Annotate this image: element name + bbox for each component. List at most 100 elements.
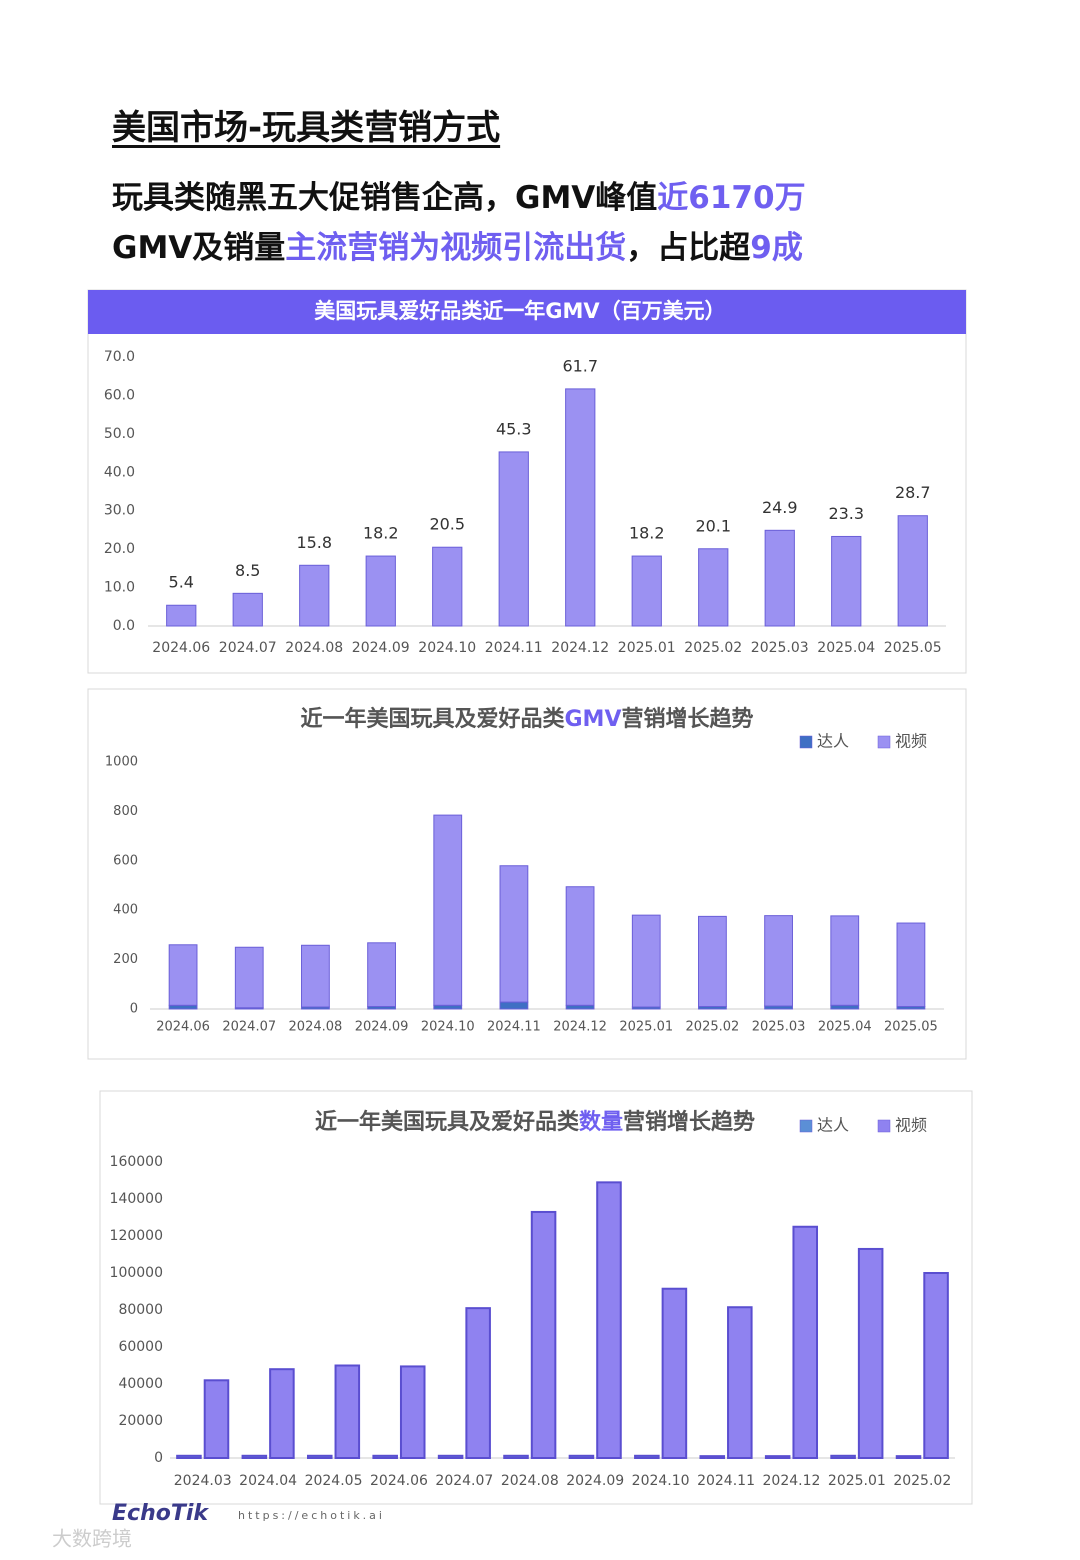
x-tick-label: 2025.02 bbox=[684, 640, 742, 656]
bar bbox=[661, 1287, 688, 1459]
x-tick-label: 2025.04 bbox=[817, 640, 875, 656]
y-tick-label: 0.0 bbox=[113, 618, 135, 634]
x-tick-label: 2024.10 bbox=[418, 640, 476, 656]
x-tick-label: 2024.11 bbox=[697, 1473, 755, 1489]
data-label: 20.1 bbox=[695, 516, 731, 535]
bar bbox=[565, 388, 596, 627]
data-label: 15.8 bbox=[296, 533, 332, 552]
x-tick-label: 2025.01 bbox=[619, 1020, 673, 1035]
bar-segment bbox=[830, 915, 860, 1006]
x-tick-label: 2024.07 bbox=[222, 1020, 276, 1035]
bar bbox=[699, 1455, 726, 1460]
bar bbox=[372, 1454, 398, 1460]
x-tick-label: 2024.06 bbox=[370, 1473, 428, 1489]
bar bbox=[365, 555, 396, 627]
x-tick-label: 2024.12 bbox=[551, 640, 609, 656]
x-tick-label: 2024.05 bbox=[305, 1473, 363, 1489]
bar-segment bbox=[168, 944, 198, 1006]
x-tick-label: 2024.12 bbox=[553, 1020, 607, 1035]
highlight: 主流营销为视频引流出货 bbox=[285, 230, 627, 266]
y-tick-label: 160000 bbox=[110, 1154, 163, 1170]
bar bbox=[792, 1225, 819, 1459]
title-part: 营销增长趋势 bbox=[623, 1109, 755, 1135]
x-tick-label: 2025.03 bbox=[752, 1020, 806, 1035]
title-part: 近一年美国玩具及爱好品类 bbox=[315, 1109, 580, 1135]
text: GMV及销量 bbox=[112, 230, 286, 266]
page-title: 美国市场-玩具类营销方式 bbox=[112, 108, 501, 148]
bar bbox=[923, 1272, 949, 1459]
y-tick-label: 80000 bbox=[118, 1302, 163, 1318]
bar-segment bbox=[301, 944, 330, 1008]
bar bbox=[530, 1210, 557, 1459]
x-tick-label: 2024.12 bbox=[763, 1473, 821, 1489]
x-tick-label: 2025.01 bbox=[828, 1473, 886, 1489]
data-label: 45.3 bbox=[496, 419, 532, 438]
bar bbox=[465, 1307, 491, 1460]
bar bbox=[830, 1454, 856, 1460]
y-tick-label: 600 bbox=[113, 853, 138, 868]
bar bbox=[241, 1454, 268, 1460]
bar bbox=[764, 529, 795, 627]
bar bbox=[764, 1455, 791, 1460]
legend-swatch bbox=[877, 735, 891, 749]
title-part: 数量 bbox=[579, 1109, 623, 1135]
y-tick-label: 20.0 bbox=[104, 541, 135, 557]
y-tick-label: 0 bbox=[154, 1450, 163, 1466]
x-tick-label: 2024.08 bbox=[501, 1473, 559, 1489]
bar-segment bbox=[433, 814, 463, 1006]
data-label: 20.5 bbox=[429, 515, 465, 534]
y-tick-label: 20000 bbox=[118, 1413, 163, 1429]
bar-segment bbox=[499, 865, 529, 1003]
bar bbox=[596, 1181, 622, 1459]
text: ，占比超 bbox=[626, 230, 751, 266]
x-tick-label: 2024.06 bbox=[156, 1020, 210, 1035]
x-tick-label: 2024.10 bbox=[421, 1020, 475, 1035]
bar bbox=[437, 1454, 464, 1460]
x-tick-label: 2025.04 bbox=[818, 1020, 872, 1035]
data-label: 8.5 bbox=[235, 561, 260, 580]
y-tick-label: 70.0 bbox=[104, 349, 135, 365]
bar bbox=[634, 1454, 660, 1460]
x-tick-label: 2024.11 bbox=[487, 1020, 541, 1035]
x-tick-label: 2024.10 bbox=[632, 1473, 690, 1489]
x-tick-label: 2025.02 bbox=[686, 1020, 740, 1035]
bar-segment bbox=[433, 1004, 463, 1010]
y-tick-label: 140000 bbox=[110, 1191, 163, 1207]
bar-segment bbox=[896, 922, 926, 1008]
x-tick-label: 2024.04 bbox=[239, 1473, 297, 1489]
x-tick-label: 2025.05 bbox=[884, 1020, 938, 1035]
headline: GMV及销量主流营销为视频引流出货，占比超9成 bbox=[112, 222, 803, 267]
url: https://echotik.ai bbox=[238, 1509, 385, 1522]
y-tick-label: 30.0 bbox=[104, 503, 135, 519]
legend-swatch bbox=[877, 1119, 891, 1133]
bar-segment bbox=[565, 1004, 595, 1010]
y-tick-label: 100000 bbox=[110, 1265, 163, 1281]
bar-segment bbox=[367, 942, 396, 1008]
bar-segment bbox=[698, 915, 727, 1008]
bar bbox=[831, 535, 862, 627]
legend-swatch bbox=[799, 735, 813, 749]
bar bbox=[399, 1365, 426, 1460]
bar-segment bbox=[830, 1004, 860, 1010]
y-tick-label: 200 bbox=[113, 952, 138, 967]
x-tick-label: 2024.08 bbox=[289, 1020, 343, 1035]
x-tick-label: 2024.09 bbox=[352, 640, 410, 656]
y-tick-label: 120000 bbox=[110, 1228, 163, 1244]
bar bbox=[432, 546, 463, 627]
bar bbox=[857, 1247, 884, 1459]
legend-label: 视频 bbox=[895, 732, 927, 751]
data-label: 18.2 bbox=[629, 524, 665, 543]
title-part: 近一年美国玩具及爱好品类 bbox=[300, 706, 565, 732]
y-tick-label: 50.0 bbox=[104, 426, 135, 442]
y-tick-label: 800 bbox=[113, 804, 138, 819]
data-label: 5.4 bbox=[169, 573, 194, 592]
bar bbox=[176, 1454, 202, 1460]
data-label: 61.7 bbox=[562, 356, 598, 375]
highlight: 9成 bbox=[750, 230, 803, 266]
bar bbox=[897, 515, 928, 627]
y-tick-label: 0 bbox=[130, 1002, 138, 1017]
x-tick-label: 2024.03 bbox=[174, 1473, 232, 1489]
bar-segment bbox=[168, 1004, 198, 1010]
bar bbox=[698, 548, 729, 627]
